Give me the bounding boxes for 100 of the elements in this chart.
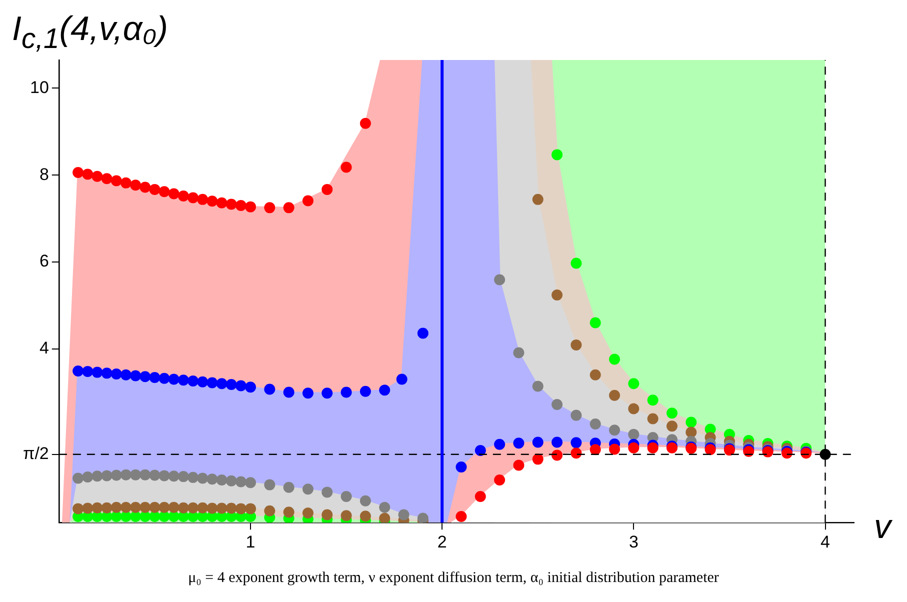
point [110, 502, 122, 513]
point [158, 502, 170, 513]
point [158, 186, 170, 198]
point [188, 375, 199, 386]
point [322, 184, 333, 195]
point [206, 502, 218, 514]
text: μ₀ = 4 exponent growth term, ν exponent diffusion term, α₀ initial distribution parameter [187, 570, 720, 587]
point [264, 505, 276, 516]
point [302, 195, 314, 206]
point [340, 386, 352, 398]
point [570, 448, 582, 459]
point [474, 444, 486, 456]
point [513, 460, 524, 471]
point [647, 413, 658, 424]
point [647, 442, 658, 454]
point [628, 428, 640, 440]
point [92, 170, 103, 182]
x-tick-label: 4 [820, 532, 830, 552]
point [628, 378, 640, 390]
point [92, 470, 103, 482]
point [226, 502, 237, 514]
point [494, 438, 506, 450]
point [188, 502, 199, 514]
point [149, 372, 160, 384]
point [322, 486, 333, 498]
point [396, 374, 408, 385]
point [552, 289, 563, 300]
point [149, 470, 160, 481]
point [686, 416, 697, 428]
point [570, 339, 582, 350]
point [570, 437, 582, 448]
point [197, 376, 208, 388]
point [552, 436, 563, 448]
point [379, 502, 390, 513]
point [590, 444, 601, 456]
point [474, 491, 486, 502]
point [552, 398, 563, 410]
point [340, 510, 352, 522]
point [226, 378, 237, 390]
point [647, 394, 658, 406]
point [110, 470, 122, 481]
point [532, 194, 544, 205]
point [101, 470, 112, 482]
point [302, 484, 314, 495]
point [197, 472, 208, 484]
point [140, 182, 151, 193]
point [130, 469, 142, 480]
point [216, 474, 228, 486]
point [226, 198, 237, 210]
point [590, 418, 601, 430]
point [216, 502, 228, 514]
point [101, 502, 112, 514]
point [235, 503, 246, 514]
point [552, 450, 563, 461]
y-axis-title: I$_{c,1}$(4,v,α₀) [12, 10, 168, 56]
point [101, 368, 112, 379]
y-tick-label: 8 [39, 164, 49, 184]
point [417, 328, 428, 339]
point [235, 476, 246, 488]
point [264, 202, 276, 214]
point [244, 201, 256, 212]
point [340, 162, 352, 173]
point [130, 180, 142, 191]
point [532, 436, 544, 448]
point [158, 372, 170, 384]
point [206, 474, 218, 485]
y-tick-label: 4 [39, 338, 49, 358]
point [120, 502, 132, 513]
point [92, 502, 103, 514]
point [158, 470, 170, 482]
point [360, 510, 371, 522]
point [120, 369, 132, 380]
point [570, 258, 582, 269]
point [72, 503, 84, 514]
point [120, 469, 132, 480]
point [110, 175, 122, 186]
point [206, 377, 218, 388]
point [188, 472, 199, 483]
point [686, 426, 697, 438]
point [513, 347, 524, 358]
point [82, 168, 94, 180]
point [216, 378, 228, 390]
point [590, 317, 601, 328]
y-tick-label: 6 [39, 252, 49, 271]
x-tick-label: 3 [628, 532, 638, 552]
point [590, 369, 601, 380]
point [666, 408, 678, 419]
point [609, 424, 620, 436]
point [168, 188, 180, 200]
point [570, 410, 582, 421]
point [206, 196, 218, 207]
point [532, 380, 544, 392]
point [494, 474, 506, 486]
point [398, 509, 410, 520]
point [552, 149, 563, 160]
point [235, 200, 246, 212]
point [244, 477, 256, 488]
point [379, 384, 390, 396]
point [82, 366, 94, 377]
point [244, 382, 256, 393]
